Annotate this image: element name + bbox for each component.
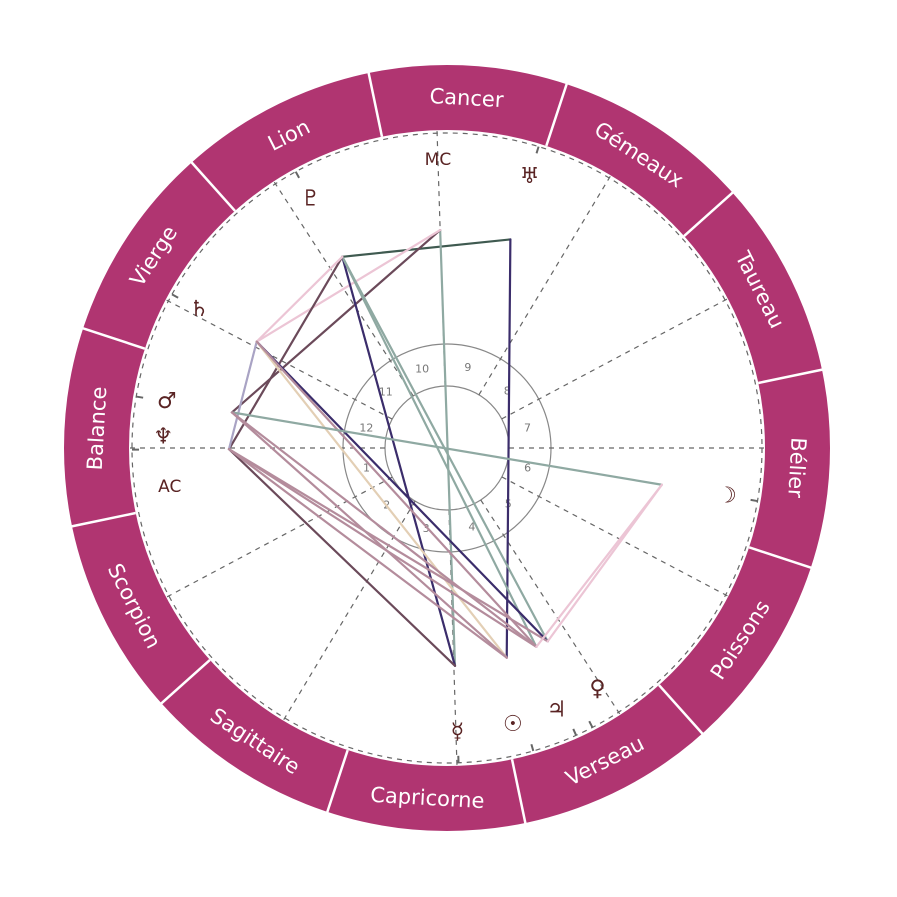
sign-separator (758, 368, 824, 385)
saturn-icon: ♄ (189, 297, 209, 322)
house-number-8: 8 (504, 384, 511, 397)
house-cusp-line (501, 476, 730, 598)
sign-separator (545, 82, 569, 147)
sign-separator (683, 191, 735, 237)
aspect-line-saturn-jupiter (255, 340, 538, 648)
house-cusp-line (165, 476, 393, 599)
aspect-line-neptune-jupiter (227, 448, 538, 648)
aspect-line-pluto-uranus (341, 238, 512, 258)
sign-separator (367, 71, 384, 137)
aspect-line-saturn-sun (255, 340, 508, 659)
house-number-1: 1 (363, 462, 370, 475)
moon-icon: ☽ (717, 483, 737, 508)
zodiac-ring-band (64, 65, 830, 831)
sign-separator (70, 511, 136, 528)
house-number-11: 11 (379, 386, 393, 399)
house-number-3: 3 (423, 522, 430, 535)
saturn-tick (171, 293, 179, 299)
sun-tick (530, 743, 535, 752)
neptune-icon: ♆ (153, 425, 173, 450)
jupiter-icon: ♃ (547, 698, 567, 723)
mercury-icon: ☿ (451, 719, 465, 744)
uranus-icon: ♅ (520, 164, 540, 189)
aspect-line-neptune-sun (227, 448, 508, 659)
mars-icon: ♂ (157, 389, 177, 414)
mars-tick (136, 395, 144, 399)
venus-icon: ♀ (589, 676, 605, 701)
house-number-7: 7 (524, 421, 531, 434)
aspect-line-saturn-neptune (227, 340, 258, 451)
sign-label-3: Cancer (429, 84, 505, 112)
aspect-line-moon-venus (546, 483, 663, 643)
house-number-4: 4 (468, 521, 475, 534)
sign-separator (748, 546, 813, 570)
sign-separator (159, 659, 211, 705)
mc-label: MC (425, 150, 452, 170)
aspect-line-pluto-jupiter (341, 255, 538, 648)
house-number-10: 10 (415, 362, 429, 375)
aspect-lines (227, 229, 663, 667)
sign-separator (658, 684, 704, 736)
pluto-tick (294, 171, 300, 179)
house-cusp-line (480, 499, 622, 716)
aspect-line-neptune-venus (227, 448, 549, 643)
sign-separator (81, 326, 146, 350)
uranus-tick (535, 146, 540, 154)
aspect-line-pluto-saturn (255, 255, 344, 343)
jupiter-tick (572, 728, 578, 736)
house-number-12: 12 (359, 422, 373, 435)
moon-tick (750, 498, 758, 503)
house-number-9: 9 (464, 361, 471, 374)
asc-label: AC (158, 477, 181, 497)
aspect-line-pluto-mercury (341, 255, 457, 667)
house-cusp-line (478, 174, 612, 396)
aspect-line-neptune-mercury (227, 448, 457, 667)
aspect-line-mc-mars (230, 229, 442, 414)
sign-label-6: Balance (83, 386, 112, 471)
house-cusp-line (501, 297, 729, 420)
house-cusp-line (282, 500, 416, 722)
sign-separator (325, 749, 349, 814)
aspect-line-saturn-venus (255, 340, 549, 643)
house-cusp-line (164, 298, 393, 420)
house-cusp-line (272, 180, 414, 397)
sign-label-0: Bélier (783, 437, 810, 499)
pluto-icon: ♇ (301, 186, 321, 211)
sun-icon: ☉ (503, 712, 523, 737)
aspect-line-pluto-neptune (227, 255, 344, 451)
house-number-6: 6 (524, 461, 531, 474)
venus-tick (588, 720, 594, 728)
sign-separator (190, 160, 236, 212)
planet-glyphs: ☽ ♅ ♇ ♄ ♂ ♆ ☿ ☉ ♃ ♀ AC MC (131, 146, 758, 763)
aspect-line-mars-jupiter (230, 411, 538, 648)
aspect-line-mc-saturn (255, 229, 442, 343)
aspect-line-mars-moon (230, 411, 663, 486)
sign-separator (510, 759, 527, 825)
